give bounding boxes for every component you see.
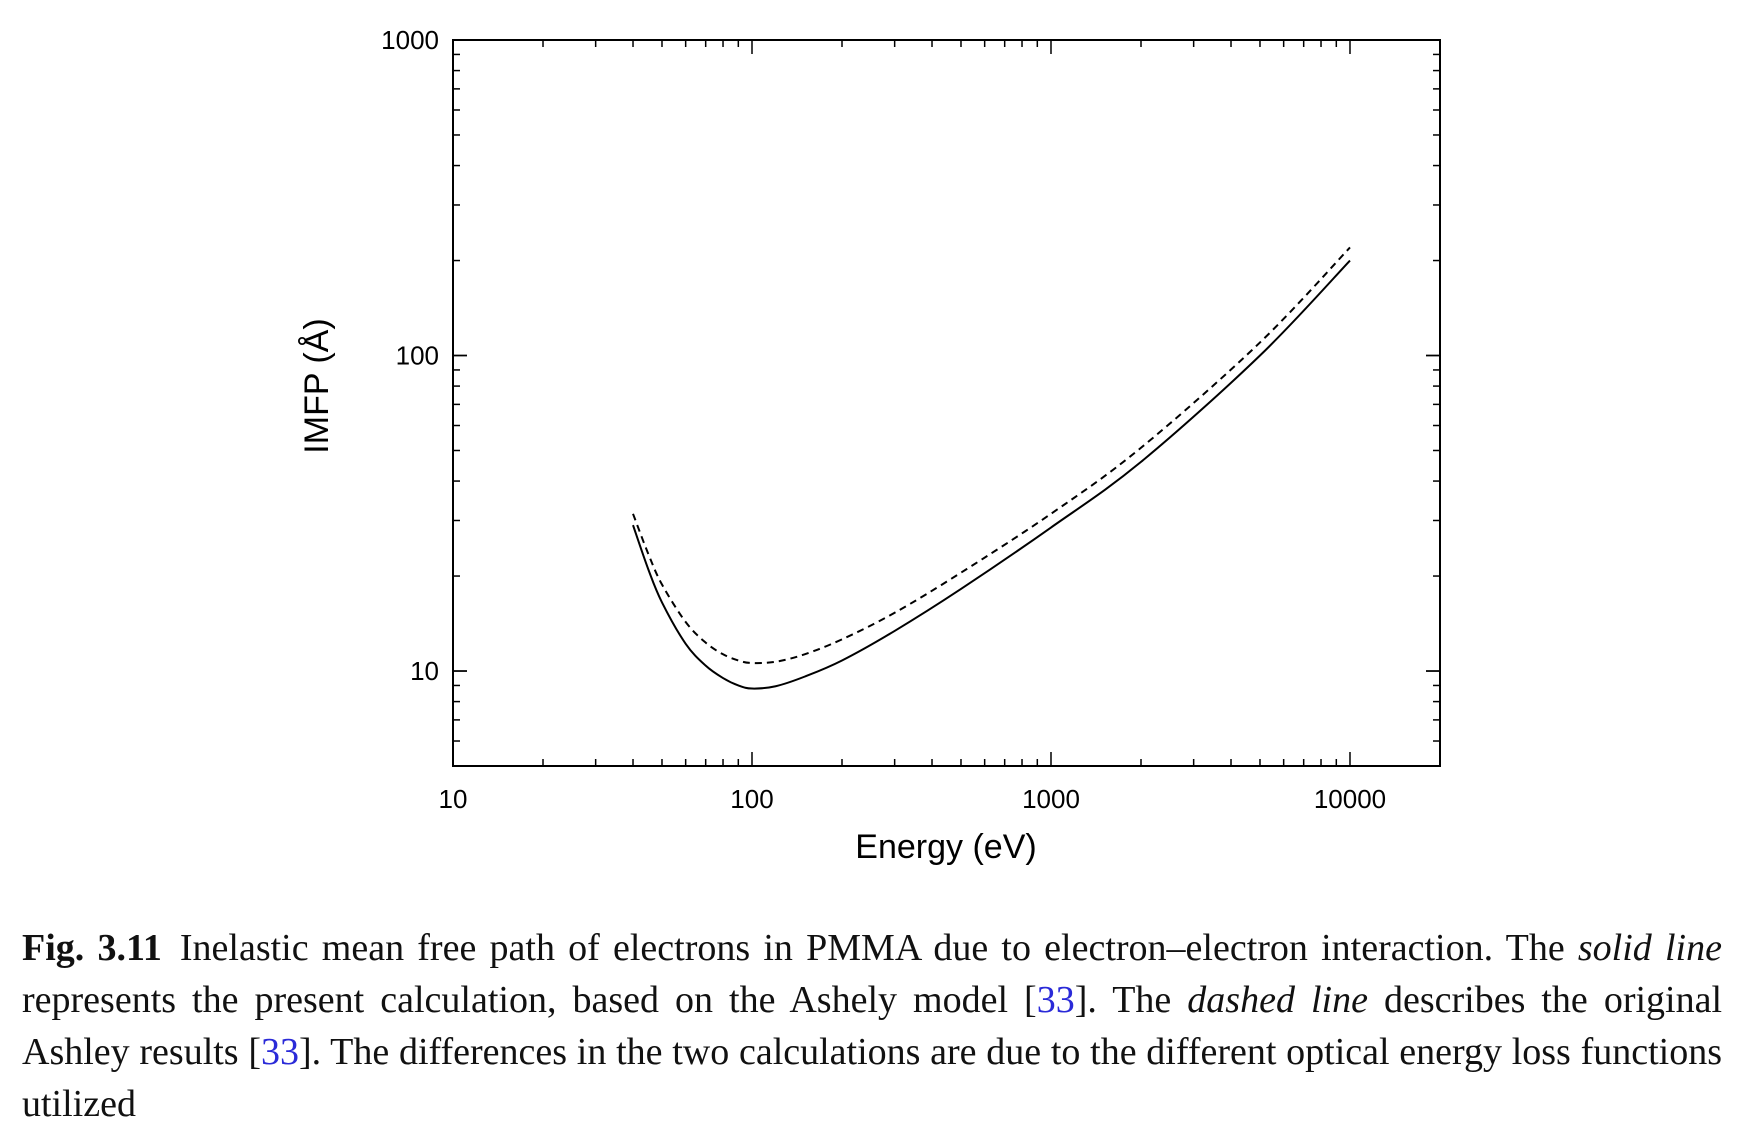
y-tick-label: 1000 [381,25,439,55]
y-tick-label: 10 [410,656,439,686]
caption-text-3: ]. The [1074,979,1188,1021]
x-tick-label: 1000 [1022,784,1080,814]
caption-text-5: ]. The differences in the two calculatio… [22,1031,1722,1125]
y-axis-title: IMFP (Å) [298,318,336,453]
figure-caption: Fig. 3.11 Inelastic mean free path of ele… [22,922,1722,1130]
caption-text-2: represents the present calculation, base… [22,979,1037,1021]
citation-link[interactable]: 33 [260,1031,299,1073]
tick-labels: 10 100 1000 10000 10 100 1000 [381,25,1386,814]
caption-text-1: Inelastic mean free path of electrons in… [179,927,1578,969]
figure-label: Fig. 3.11 [22,927,162,969]
y-tick-label: 100 [396,341,439,371]
citation-link[interactable]: 33 [1036,979,1075,1021]
x-tick-label: 100 [730,784,773,814]
plot-frame [452,39,1441,767]
x-tick-label: 10 [439,784,468,814]
axis-ticks [452,39,1441,767]
caption-text-4: describes the original Ashley results [ [22,979,1723,1073]
imfp-chart: 10 100 1000 10000 10 100 1000 Energy (eV) IMFP… [298,25,1441,866]
caption-dashed-line: dashed line [1187,979,1368,1021]
series-group [632,246,1351,690]
x-axis-title: Energy (eV) [855,828,1036,866]
x-tick-label: 10000 [1314,784,1386,814]
caption-solid-line: solid line [1577,927,1722,969]
dashed-series-line [632,246,1351,665]
solid-series-line [632,259,1351,690]
